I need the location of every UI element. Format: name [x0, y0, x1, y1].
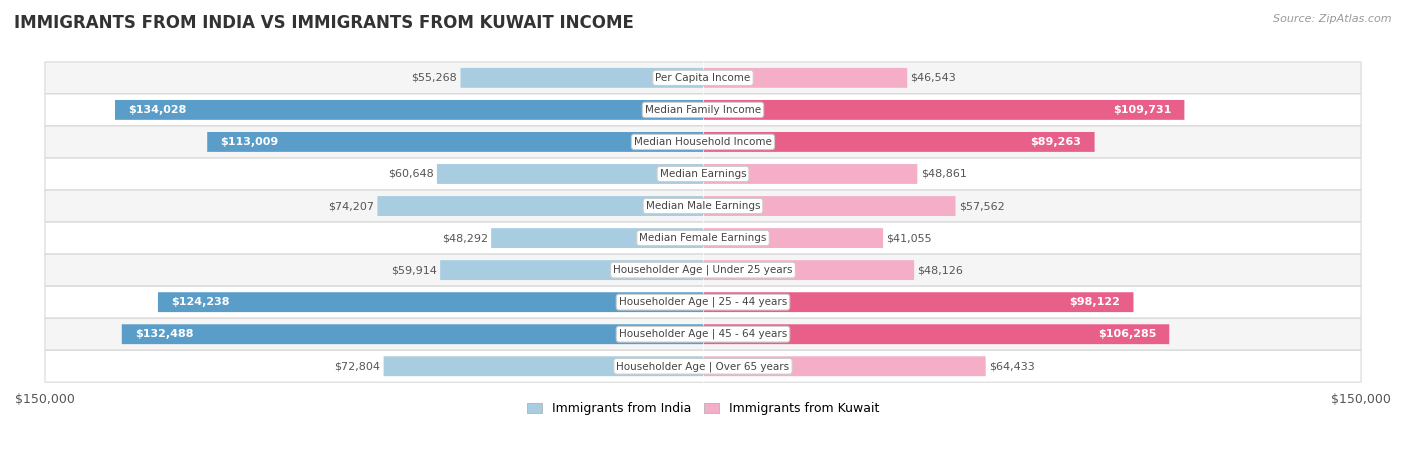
FancyBboxPatch shape	[703, 132, 1095, 152]
Text: $89,263: $89,263	[1031, 137, 1081, 147]
Legend: Immigrants from India, Immigrants from Kuwait: Immigrants from India, Immigrants from K…	[522, 397, 884, 420]
Text: $57,562: $57,562	[959, 201, 1004, 211]
Text: Median Earnings: Median Earnings	[659, 169, 747, 179]
FancyBboxPatch shape	[45, 350, 1361, 382]
FancyBboxPatch shape	[45, 222, 1361, 254]
FancyBboxPatch shape	[703, 324, 1170, 344]
Text: $132,488: $132,488	[135, 329, 194, 339]
Text: $134,028: $134,028	[128, 105, 187, 115]
FancyBboxPatch shape	[703, 100, 1184, 120]
FancyBboxPatch shape	[207, 132, 703, 152]
FancyBboxPatch shape	[45, 62, 1361, 94]
FancyBboxPatch shape	[703, 356, 986, 376]
FancyBboxPatch shape	[461, 68, 703, 88]
FancyBboxPatch shape	[703, 164, 917, 184]
Text: Median Female Earnings: Median Female Earnings	[640, 233, 766, 243]
FancyBboxPatch shape	[115, 100, 703, 120]
FancyBboxPatch shape	[377, 196, 703, 216]
FancyBboxPatch shape	[45, 318, 1361, 350]
FancyBboxPatch shape	[45, 286, 1361, 318]
FancyBboxPatch shape	[45, 158, 1361, 190]
FancyBboxPatch shape	[45, 126, 1361, 158]
FancyBboxPatch shape	[45, 94, 1361, 126]
FancyBboxPatch shape	[703, 196, 956, 216]
Text: Median Household Income: Median Household Income	[634, 137, 772, 147]
FancyBboxPatch shape	[45, 254, 1361, 286]
FancyBboxPatch shape	[703, 228, 883, 248]
FancyBboxPatch shape	[491, 228, 703, 248]
Text: $60,648: $60,648	[388, 169, 433, 179]
FancyBboxPatch shape	[437, 164, 703, 184]
Text: Source: ZipAtlas.com: Source: ZipAtlas.com	[1274, 14, 1392, 24]
FancyBboxPatch shape	[157, 292, 703, 312]
Text: $48,861: $48,861	[921, 169, 966, 179]
Text: $109,731: $109,731	[1114, 105, 1171, 115]
Text: $48,292: $48,292	[441, 233, 488, 243]
Text: Householder Age | 25 - 44 years: Householder Age | 25 - 44 years	[619, 297, 787, 307]
Text: $98,122: $98,122	[1070, 297, 1121, 307]
Text: $46,543: $46,543	[911, 73, 956, 83]
Text: $55,268: $55,268	[412, 73, 457, 83]
Text: $64,433: $64,433	[988, 361, 1035, 371]
Text: $74,207: $74,207	[328, 201, 374, 211]
FancyBboxPatch shape	[703, 260, 914, 280]
Text: $106,285: $106,285	[1098, 329, 1156, 339]
Text: Per Capita Income: Per Capita Income	[655, 73, 751, 83]
Text: $48,126: $48,126	[918, 265, 963, 275]
FancyBboxPatch shape	[384, 356, 703, 376]
Text: Median Family Income: Median Family Income	[645, 105, 761, 115]
FancyBboxPatch shape	[703, 68, 907, 88]
Text: $113,009: $113,009	[221, 137, 278, 147]
Text: $41,055: $41,055	[886, 233, 932, 243]
Text: Median Male Earnings: Median Male Earnings	[645, 201, 761, 211]
FancyBboxPatch shape	[45, 190, 1361, 222]
Text: Householder Age | Over 65 years: Householder Age | Over 65 years	[616, 361, 790, 372]
FancyBboxPatch shape	[122, 324, 703, 344]
Text: $59,914: $59,914	[391, 265, 437, 275]
FancyBboxPatch shape	[440, 260, 703, 280]
Text: $124,238: $124,238	[172, 297, 229, 307]
FancyBboxPatch shape	[703, 292, 1133, 312]
Text: Householder Age | 45 - 64 years: Householder Age | 45 - 64 years	[619, 329, 787, 340]
Text: Householder Age | Under 25 years: Householder Age | Under 25 years	[613, 265, 793, 276]
Text: $72,804: $72,804	[335, 361, 380, 371]
Text: IMMIGRANTS FROM INDIA VS IMMIGRANTS FROM KUWAIT INCOME: IMMIGRANTS FROM INDIA VS IMMIGRANTS FROM…	[14, 14, 634, 32]
